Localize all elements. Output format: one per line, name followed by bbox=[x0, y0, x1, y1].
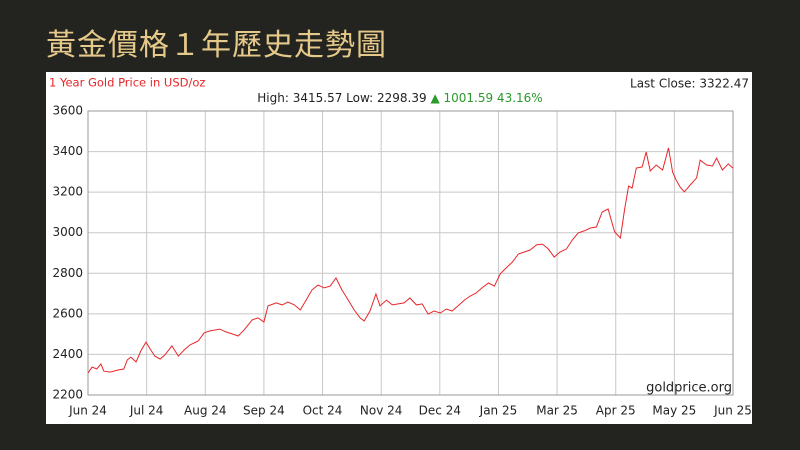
x-tick-label: Mar 25 bbox=[536, 404, 578, 418]
x-tick-label: Nov 24 bbox=[360, 404, 403, 418]
source: goldprice.org bbox=[646, 381, 732, 396]
y-tick-label: 3000 bbox=[52, 225, 83, 239]
y-tick-label: 3200 bbox=[52, 185, 83, 199]
x-tick-label: May 25 bbox=[652, 404, 696, 418]
plot-frame bbox=[87, 110, 734, 396]
x-tick-label: Oct 24 bbox=[303, 404, 343, 418]
last-close: Last Close: 3322.47 bbox=[630, 77, 749, 91]
heading: 黃金價格１年歷史走勢圖 bbox=[46, 28, 387, 63]
y-tick-label: 3400 bbox=[52, 144, 83, 158]
x-tick-label: Dec 24 bbox=[419, 404, 461, 418]
x-tick-label: Jan 25 bbox=[479, 404, 518, 418]
stats-line: High: 3415.57 Low: 2298.39 ▲ 1001.59 43.… bbox=[257, 91, 542, 105]
x-tick-label: Apr 25 bbox=[596, 404, 636, 418]
y-tick-label: 2600 bbox=[52, 306, 83, 320]
x-tick-label: Sep 24 bbox=[243, 404, 285, 418]
x-tick-label: Aug 24 bbox=[184, 404, 227, 418]
change: ▲ 1001.59 43.16% bbox=[430, 91, 542, 105]
stats: High: 3415.57 Low: 2298.39 bbox=[257, 91, 426, 105]
y-tick-label: 2200 bbox=[52, 388, 83, 402]
x-tick-label: Jul 24 bbox=[129, 404, 164, 418]
x-tick-label: Jun 24 bbox=[68, 404, 107, 418]
panel bbox=[46, 72, 752, 424]
y-tick-label: 2800 bbox=[52, 266, 83, 280]
chart-title: 1 Year Gold Price in USD/oz bbox=[49, 76, 205, 90]
y-tick-label: 2400 bbox=[52, 347, 83, 361]
price-line bbox=[87, 147, 734, 374]
y-tick-label: 3600 bbox=[52, 104, 83, 118]
x-tick-label: Jun 25 bbox=[713, 404, 752, 418]
chart: 1 Year Gold Price in USD/oz Last Close: … bbox=[46, 72, 752, 424]
